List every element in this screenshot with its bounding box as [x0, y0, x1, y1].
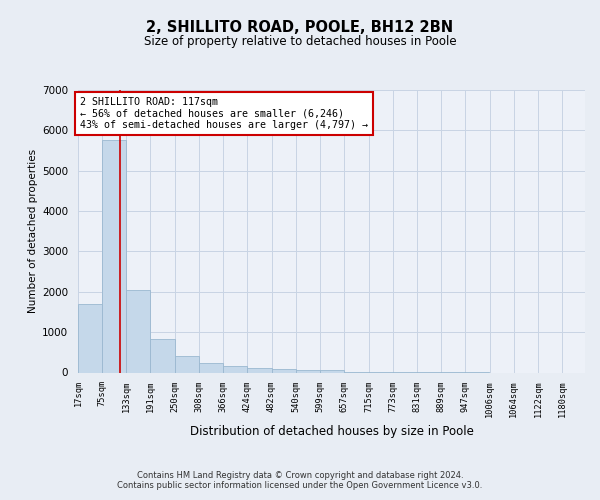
Bar: [126, 290, 151, 372]
Text: Contains public sector information licensed under the Open Government Licence v3: Contains public sector information licen…: [118, 482, 482, 490]
Bar: [151, 340, 175, 372]
Text: Contains HM Land Registry data © Crown copyright and database right 2024.: Contains HM Land Registry data © Crown c…: [137, 472, 463, 480]
Text: 2, SHILLITO ROAD, POOLE, BH12 2BN: 2, SHILLITO ROAD, POOLE, BH12 2BN: [146, 20, 454, 35]
Text: Size of property relative to detached houses in Poole: Size of property relative to detached ho…: [143, 34, 457, 48]
Bar: [175, 356, 199, 372]
Bar: [247, 368, 272, 372]
Bar: [320, 370, 344, 372]
Text: 2 SHILLITO ROAD: 117sqm
← 56% of detached houses are smaller (6,246)
43% of semi: 2 SHILLITO ROAD: 117sqm ← 56% of detache…: [80, 98, 368, 130]
Bar: [223, 366, 247, 372]
Bar: [199, 363, 223, 372]
Bar: [78, 304, 102, 372]
Y-axis label: Number of detached properties: Number of detached properties: [28, 149, 38, 314]
Bar: [102, 140, 126, 372]
X-axis label: Distribution of detached houses by size in Poole: Distribution of detached houses by size …: [190, 425, 473, 438]
Bar: [296, 370, 320, 372]
Bar: [272, 369, 296, 372]
